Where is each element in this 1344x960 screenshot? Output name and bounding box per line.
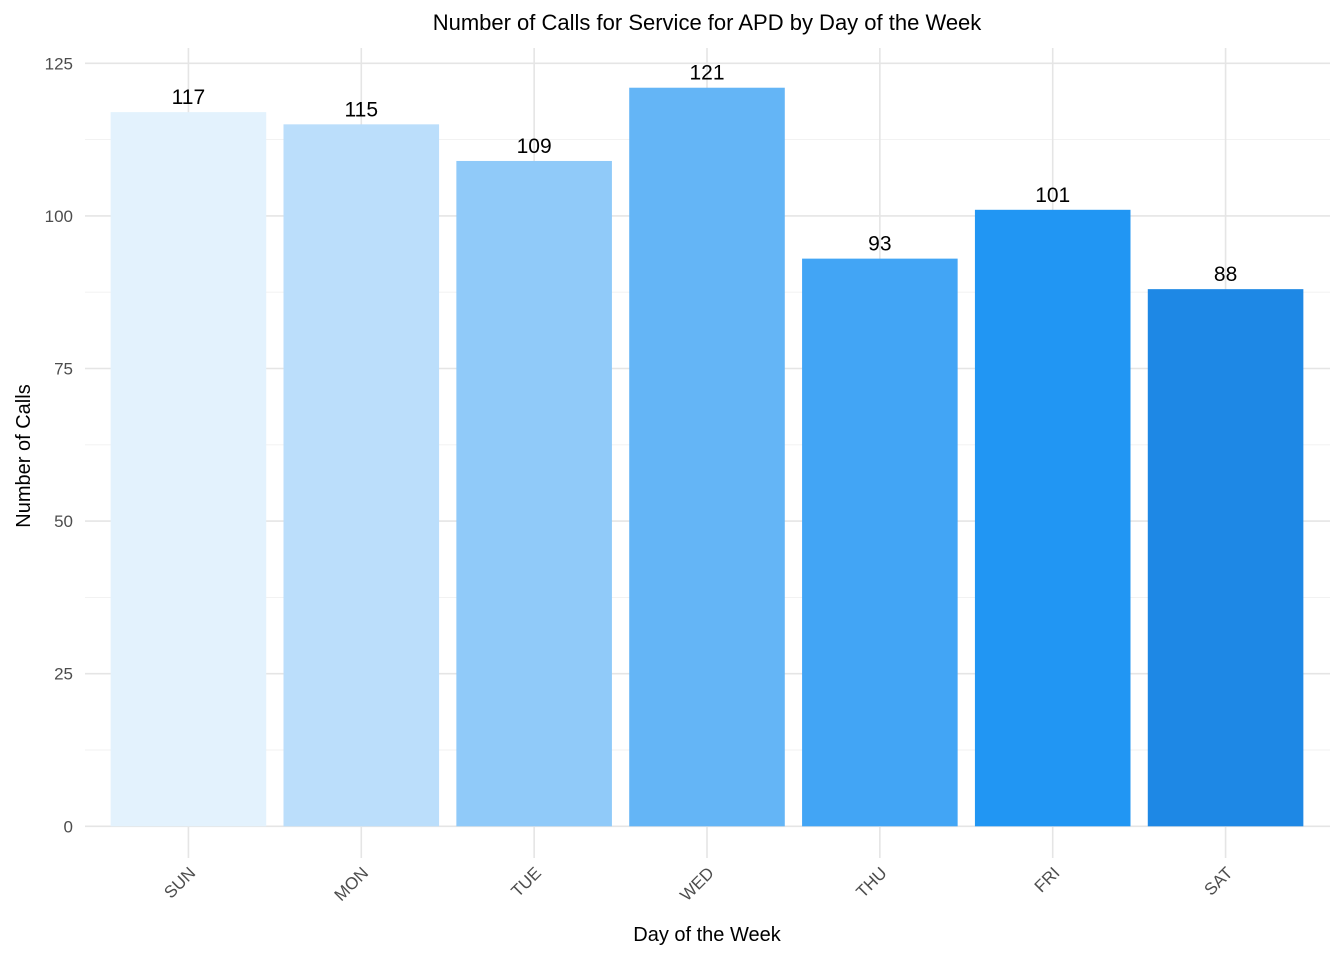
x-tick-label-wed: WED <box>676 863 717 904</box>
bar-fri <box>974 209 1131 827</box>
bar-tue <box>456 160 612 827</box>
y-tick-label: 75 <box>54 360 73 379</box>
bars <box>110 87 1304 827</box>
x-axis-title: Day of the Week <box>633 924 781 946</box>
data-label-fri: 101 <box>1035 184 1070 207</box>
x-tick-label-sat: SAT <box>1200 863 1236 899</box>
y-tick-label: 100 <box>45 207 73 226</box>
x-tick-label-tue: TUE <box>507 863 544 900</box>
data-label-sun: 117 <box>172 86 205 109</box>
x-axis-ticks: SUN MON TUE WED THU FRI SAT <box>160 863 1236 904</box>
data-label-thu: 93 <box>868 233 891 256</box>
y-tick-label: 125 <box>45 54 73 73</box>
chart-title: Number of Calls for Service for APD by D… <box>433 10 983 35</box>
x-tick-label-fri: FRI <box>1031 863 1064 896</box>
data-label-mon: 115 <box>345 98 378 121</box>
bar-mon <box>283 124 440 827</box>
y-axis-title: Number of Calls <box>13 384 35 527</box>
data-labels: 117 115 109 121 93 101 88 <box>172 62 1238 286</box>
y-axis-ticks: 0 25 50 75 100 125 <box>45 54 73 836</box>
bar-sun <box>110 112 267 827</box>
bar-wed <box>629 87 785 827</box>
bar-sat <box>1147 289 1304 827</box>
y-tick-label: 50 <box>54 512 73 531</box>
y-tick-label: 25 <box>54 665 73 684</box>
bar-thu <box>802 258 958 827</box>
x-tick-label-sun: SUN <box>160 863 199 902</box>
x-tick-label-thu: THU <box>853 863 891 901</box>
data-label-wed: 121 <box>689 62 724 85</box>
y-tick-label: 0 <box>64 817 73 836</box>
x-tick-label-mon: MON <box>331 863 372 904</box>
data-label-tue: 109 <box>517 135 552 158</box>
data-label-sat: 88 <box>1214 263 1237 286</box>
